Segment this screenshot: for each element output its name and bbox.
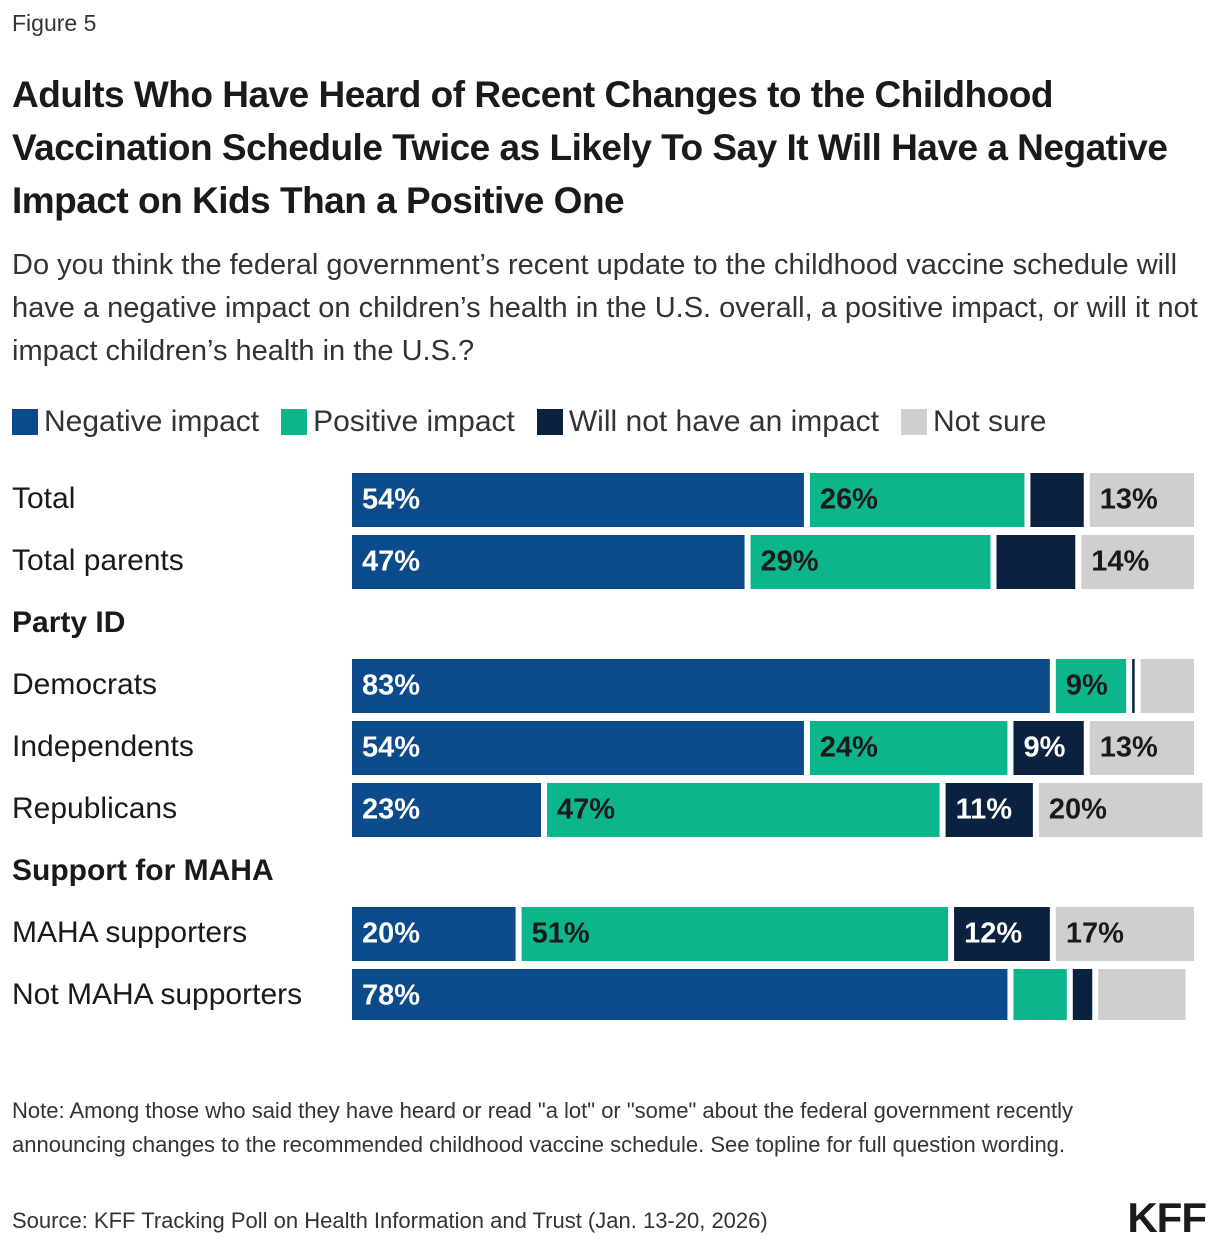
bar-segment <box>1055 907 1194 961</box>
bar-segment <box>352 473 804 527</box>
bar-segment <box>1089 473 1194 527</box>
bar-segment <box>1055 659 1127 713</box>
legend-label: Negative impact <box>44 405 260 438</box>
data-label: 9% <box>1066 670 1108 702</box>
y-tick-label: Not MAHA supporters <box>12 978 302 1011</box>
bar-segment <box>954 907 1050 961</box>
legend-item: Positive impact <box>281 405 515 439</box>
y-tick-label: Total <box>12 482 75 515</box>
data-label: 47% <box>362 546 420 578</box>
bar-segment <box>750 535 991 589</box>
bar-segment <box>352 783 542 837</box>
bar-segment <box>1072 969 1093 1020</box>
data-label: 26% <box>820 484 878 516</box>
bar-segment <box>352 721 804 775</box>
data-label: 54% <box>362 732 420 764</box>
data-label: 13% <box>1100 732 1158 764</box>
y-tick-label: Total parents <box>12 544 184 577</box>
bar-segment <box>1089 721 1194 775</box>
y-tick-label: Republicans <box>12 792 177 825</box>
bar-segment <box>1081 535 1194 589</box>
legend-label: Positive impact <box>313 405 515 438</box>
legend-item: Not sure <box>901 405 1046 439</box>
bar-segment <box>1098 969 1186 1020</box>
bar-segment <box>1013 969 1067 1020</box>
note: Note: Among those who said they have hea… <box>12 1098 1073 1157</box>
data-label: 14% <box>1091 546 1149 578</box>
y-tick-label: MAHA supporters <box>12 916 247 949</box>
bar-segment <box>352 535 745 589</box>
data-label: 24% <box>820 732 878 764</box>
legend: Negative impact Positive impact Will not h… <box>12 405 1046 439</box>
legend-swatch <box>12 409 38 435</box>
data-label: 20% <box>1049 794 1107 826</box>
data-label: 78% <box>362 980 420 1012</box>
legend-swatch <box>281 409 308 435</box>
bar-segment <box>996 535 1076 589</box>
bar-segment <box>1030 473 1084 527</box>
logo: KFF <box>1127 1194 1207 1241</box>
group-header: Party ID <box>12 606 125 639</box>
data-label: 9% <box>1023 732 1065 764</box>
legend-label: Will not have an impact <box>568 405 879 438</box>
bar-segment <box>1140 659 1194 713</box>
data-label: 47% <box>557 794 615 826</box>
legend-swatch <box>536 409 563 435</box>
data-label: 17% <box>1066 918 1124 950</box>
bar-segment <box>809 473 1025 527</box>
figure-label: Figure 5 <box>12 10 97 36</box>
bar-segment <box>945 783 1033 837</box>
bar-segment <box>352 659 1050 713</box>
bar-segment <box>1132 659 1135 713</box>
bar-segment <box>809 721 1008 775</box>
data-label: 13% <box>1100 484 1158 516</box>
bar-segment <box>352 907 516 961</box>
data-label: 20% <box>362 918 420 950</box>
y-tick-label: Independents <box>12 730 194 763</box>
chart-title: Adults Who Have Heard of Recent Changes … <box>12 74 1168 221</box>
group-header: Support for MAHA <box>12 854 274 887</box>
data-label: 11% <box>956 794 1013 826</box>
y-tick-label: Democrats <box>12 668 157 701</box>
legend-label: Not sure <box>933 405 1047 438</box>
legend-item: Negative impact <box>12 405 259 439</box>
bar-segment <box>1038 783 1203 837</box>
data-label: 12% <box>964 918 1022 950</box>
bar-segment <box>547 783 940 837</box>
data-label: 83% <box>362 670 420 702</box>
chart: Total 54% 26% 13% Total parents 47% 29% 14% Part… <box>12 473 1203 1020</box>
bar-segment <box>521 907 949 961</box>
legend-item: Will not have an impact <box>536 405 879 439</box>
data-label: 51% <box>532 918 590 950</box>
legend-swatch <box>901 409 927 435</box>
bar-segment <box>352 969 1008 1020</box>
source: Source: KFF Tracking Poll on Health Info… <box>12 1208 768 1233</box>
chart-subtitle: Do you think the federal government’s re… <box>12 249 1198 367</box>
bar-segment <box>1013 721 1084 775</box>
data-label: 29% <box>761 546 819 578</box>
data-label: 54% <box>362 484 420 516</box>
data-label: 23% <box>362 794 420 826</box>
